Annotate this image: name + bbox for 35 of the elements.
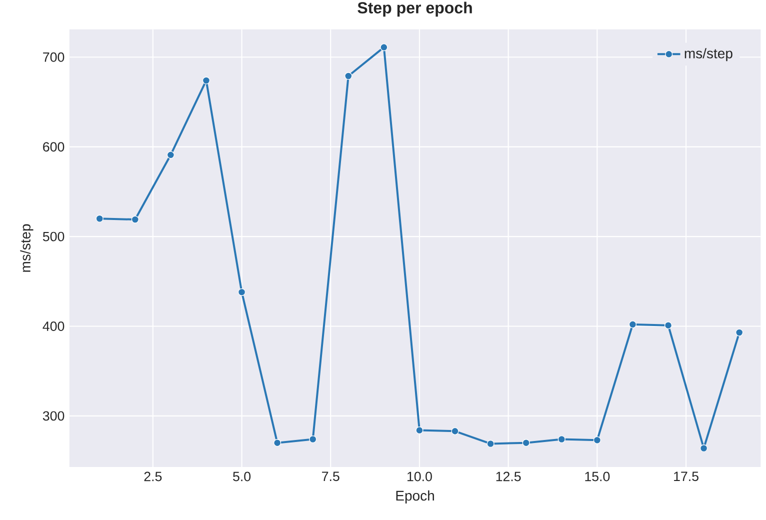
y-axis-title: ms/step bbox=[20, 224, 34, 272]
point bbox=[522, 438, 530, 446]
y-tick-label: 700 bbox=[43, 52, 64, 62]
point bbox=[380, 43, 388, 51]
x-tick-label: 2.5 bbox=[144, 472, 162, 481]
point bbox=[416, 426, 424, 434]
x-tick-label: 7.5 bbox=[322, 472, 340, 481]
point bbox=[238, 288, 246, 296]
x-tick-label: 10.0 bbox=[408, 472, 432, 481]
y-tick-label: 600 bbox=[43, 142, 64, 152]
point bbox=[736, 328, 744, 336]
point bbox=[486, 440, 494, 448]
point bbox=[558, 435, 566, 443]
x-tick-label: 15.0 bbox=[585, 472, 610, 481]
chart-title: Step per epoch bbox=[358, 1, 472, 16]
x-tick-label: 17.5 bbox=[674, 472, 698, 481]
y-tick-label: 500 bbox=[42, 232, 64, 242]
point bbox=[309, 435, 317, 443]
point bbox=[344, 72, 352, 80]
point bbox=[593, 436, 601, 444]
point bbox=[166, 150, 174, 159]
y-tick-label: 400 bbox=[42, 321, 64, 331]
y-tick-label: 300 bbox=[42, 410, 64, 420]
point bbox=[202, 76, 210, 84]
point bbox=[96, 214, 104, 222]
point bbox=[664, 321, 672, 329]
point bbox=[451, 427, 459, 435]
x-axis-title: Epoch bbox=[396, 490, 434, 504]
x-tick-label: 5.0 bbox=[233, 472, 251, 481]
x-tick-label: 12.5 bbox=[496, 472, 521, 481]
point bbox=[628, 320, 637, 328]
point bbox=[700, 444, 708, 452]
point bbox=[131, 215, 139, 224]
point bbox=[274, 438, 282, 446]
legend-label: ms/step bbox=[684, 48, 732, 61]
